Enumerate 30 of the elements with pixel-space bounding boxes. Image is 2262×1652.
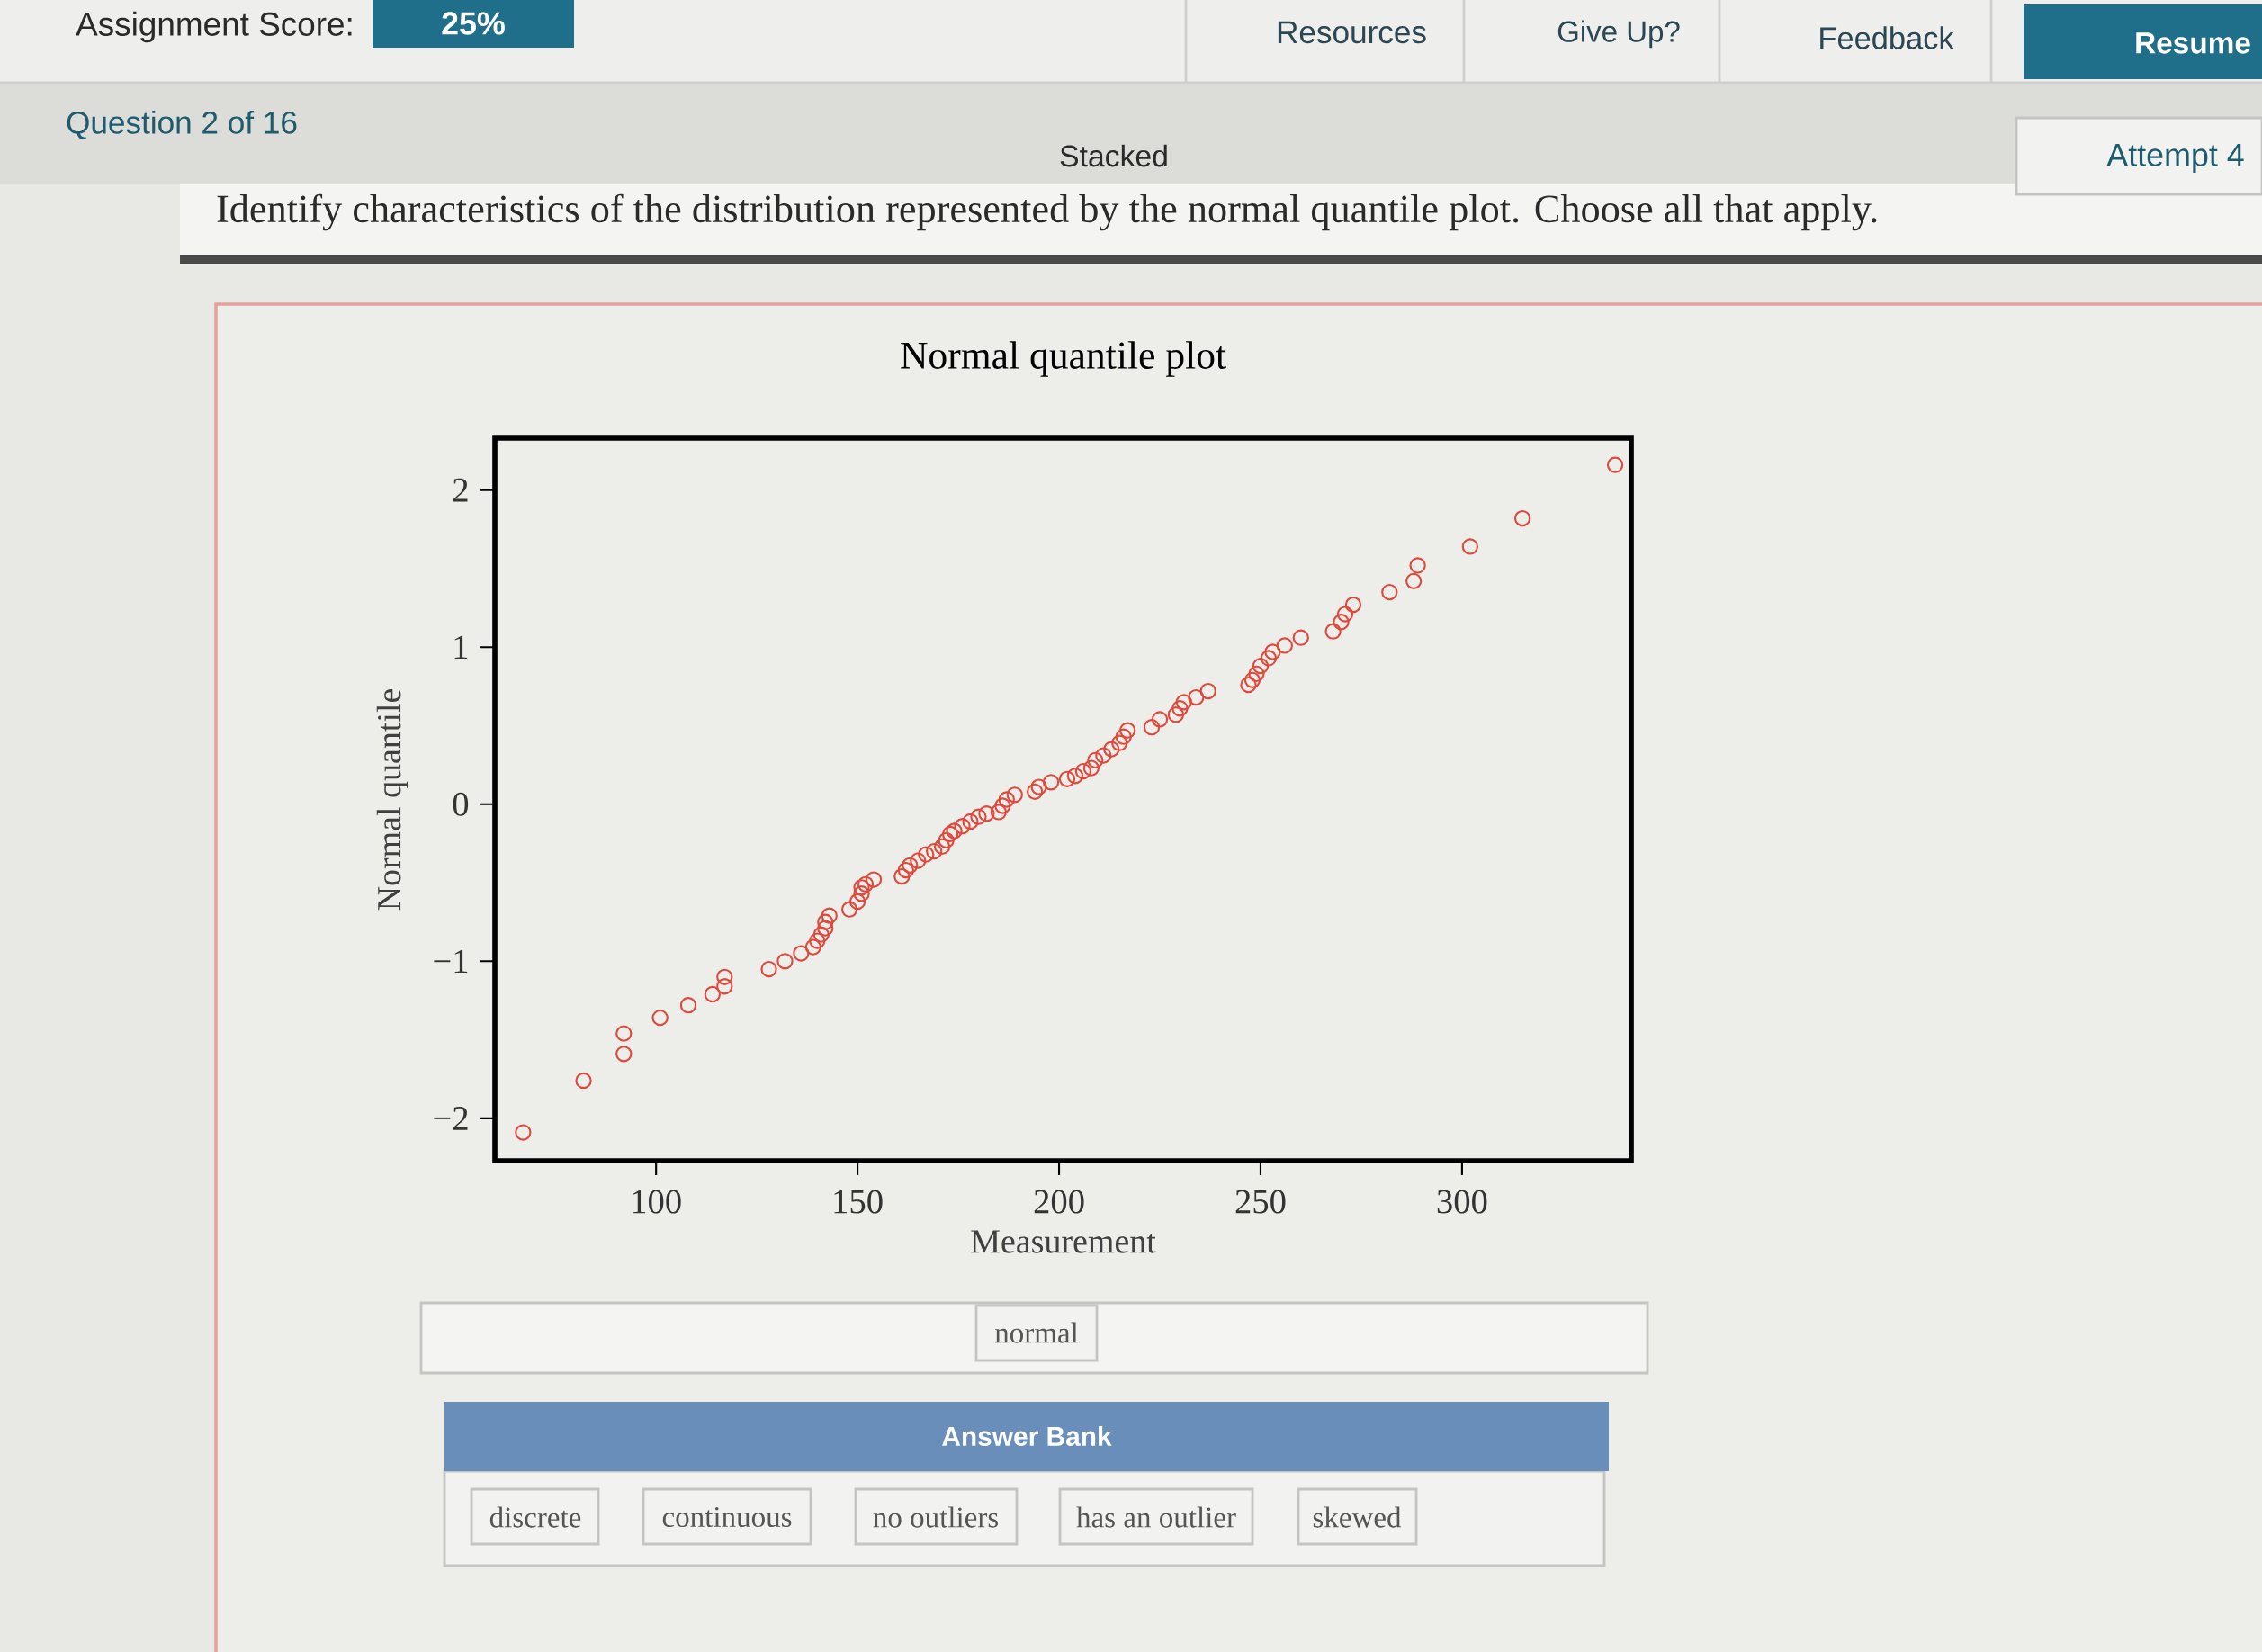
text: Assignment Score: <box>76 11 352 43</box>
chart-title: Normal quantile plot <box>901 341 1226 377</box>
text: Resume <box>2136 32 2250 54</box>
text: skewed <box>1313 1506 1402 1528</box>
text: Stacked <box>1060 144 1167 167</box>
x-tick-label: 100 <box>633 1190 681 1214</box>
x-tick-label: 150 <box>834 1190 883 1214</box>
y-tick-label: −2 <box>434 1107 468 1130</box>
text: Resources <box>1278 21 1426 44</box>
text: Question 2 of 16 <box>67 110 297 140</box>
text: normal <box>995 1322 1079 1343</box>
x-axis-title: Measurement <box>971 1230 1156 1253</box>
y-tick-label: 2 <box>453 478 468 502</box>
text: continuous <box>662 1506 792 1528</box>
text: 25% <box>442 12 505 35</box>
text: has an outlier <box>1076 1506 1236 1528</box>
text: no outliers <box>873 1506 999 1528</box>
y-axis-title: Normal quantile <box>376 688 408 911</box>
x-tick-label: 250 <box>1235 1190 1286 1214</box>
text: discrete <box>489 1506 581 1528</box>
text: Answer Bank <box>942 1426 1112 1446</box>
text: Attempt 4 <box>2106 143 2244 174</box>
y-tick-label: −1 <box>434 949 468 974</box>
y-tick-label: 1 <box>454 635 468 659</box>
text: Identify characteristics of the distribution represented by the normal quantile plot. Choose all that apply. <box>217 193 1877 231</box>
x-tick-label: 300 <box>1437 1190 1487 1214</box>
x-tick-label: 200 <box>1034 1190 1084 1214</box>
y-tick-label: 0 <box>453 792 469 816</box>
text: Give Up? <box>1557 20 1680 49</box>
text: Feedback <box>1820 26 1954 49</box>
